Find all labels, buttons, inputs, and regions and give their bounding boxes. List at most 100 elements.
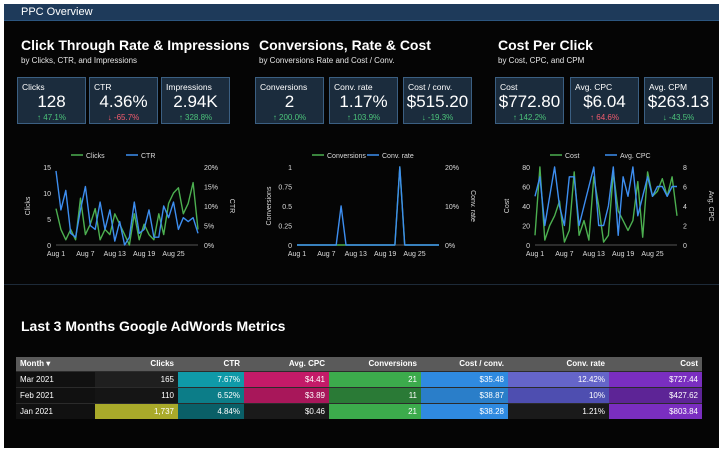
kpi-value: 128 xyxy=(37,92,66,111)
kpi-change: ↓ -65.7% xyxy=(107,113,140,122)
table-header-row: Month ▾ Clicks CTR Avg. CPC Conversions … xyxy=(16,357,702,371)
column-header-conv-rate[interactable]: Conv. rate xyxy=(508,357,609,371)
y2-tick-label: 0% xyxy=(204,243,214,250)
y-axis-title: Clicks xyxy=(25,196,32,215)
kpi-card-conversions[interactable]: Conversions 2 ↑ 200.0% xyxy=(255,77,324,124)
header-bar: PPC Overview xyxy=(4,4,719,21)
kpi-value: $515.20 xyxy=(406,92,469,111)
column-header-clicks[interactable]: Clicks xyxy=(95,357,178,371)
kpi-card-conv-rate[interactable]: Conv. rate 1.17% ↑ 103.9% xyxy=(329,77,398,124)
kpi-label: Cost xyxy=(500,82,518,92)
table-cell: $803.84 xyxy=(609,402,702,419)
kpi-change: ↑ 142.2% xyxy=(512,113,547,122)
y2-tick-label: 0 xyxy=(683,243,687,250)
table-row[interactable]: Mar 2021 165 7.67% $4.41 21 $35.48 12.42… xyxy=(16,370,702,387)
y-tick-label: 40 xyxy=(522,204,530,211)
table-cell: 21 xyxy=(329,402,421,419)
clicks-ctr-chart[interactable]: Clicks CTR 0 5 10 15 0% 5% 10% 15% 20% Aug 1 Aug 7 Au… xyxy=(16,144,238,264)
column-header-cost[interactable]: Cost xyxy=(609,357,702,371)
kpi-value: $263.13 xyxy=(647,92,710,111)
legend-label[interactable]: Cost xyxy=(565,153,579,160)
kpi-change: ↓ -19.3% xyxy=(421,113,454,122)
table-cell: 21 xyxy=(329,370,421,387)
y2-axis-title: Conv. rate xyxy=(469,190,476,222)
table-cell: $38.28 xyxy=(421,402,508,419)
y-tick-label: 0.25 xyxy=(278,224,292,231)
x-tick-label: Aug 7 xyxy=(76,251,94,258)
y-tick-label: 0 xyxy=(288,243,292,250)
legend-label[interactable]: Clicks xyxy=(86,153,105,160)
table-cell: 1.21% xyxy=(508,402,609,419)
y2-tick-label: 2 xyxy=(683,224,687,231)
y2-tick-label: 4 xyxy=(683,204,687,211)
kpi-change: ↑ 328.8% xyxy=(178,113,213,122)
kpi-label: Conversions xyxy=(260,82,308,92)
table-cell: 6.52% xyxy=(178,386,244,403)
y-tick-label: 0 xyxy=(47,243,51,250)
legend-label[interactable]: Conversions xyxy=(327,153,366,160)
column-header-cost-per-conv[interactable]: Cost / conv. xyxy=(421,357,508,371)
kpi-label: CTR xyxy=(94,82,112,92)
kpi-change: ↑ 47.1% xyxy=(37,113,66,122)
series-line-avg-cpc[interactable] xyxy=(534,166,677,237)
dashboard-frame: PPC Overview Click Through Rate & Impres… xyxy=(4,4,719,448)
column-header-ctr[interactable]: CTR xyxy=(178,357,244,371)
series-line-clicks[interactable] xyxy=(55,181,199,246)
section-title-ctr: Click Through Rate & Impressions xyxy=(21,37,250,53)
x-tick-label: Aug 13 xyxy=(104,251,126,258)
column-header-avg-cpc[interactable]: Avg. CPC xyxy=(244,357,329,371)
table-cell: 1,737 xyxy=(95,402,178,419)
table-title: Last 3 Months Google AdWords Metrics xyxy=(21,318,286,334)
x-tick-label: Aug 1 xyxy=(47,251,65,258)
legend-label[interactable]: CTR xyxy=(141,153,155,160)
kpi-card-impressions[interactable]: Impressions 2.94K ↑ 328.8% xyxy=(161,77,230,124)
kpi-card-cost[interactable]: Cost $772.80 ↑ 142.2% xyxy=(495,77,564,124)
y-tick-label: 15 xyxy=(43,165,51,172)
kpi-card-avg-cpc[interactable]: Avg. CPC $6.04 ↑ 64.6% xyxy=(570,77,639,124)
table-cell: 110 xyxy=(95,386,178,403)
kpi-card-cost-per-conv[interactable]: Cost / conv. $515.20 ↓ -19.3% xyxy=(403,77,472,124)
x-tick-label: Aug 19 xyxy=(374,251,396,258)
kpi-value: $6.04 xyxy=(583,92,626,111)
y-tick-label: 0 xyxy=(526,243,530,250)
series-line-conv-rate[interactable] xyxy=(297,166,439,246)
legend-label[interactable]: Conv. rate xyxy=(382,153,414,160)
kpi-value: 1.17% xyxy=(339,92,388,111)
series-line-ctr[interactable] xyxy=(55,170,199,246)
page-title: PPC Overview xyxy=(21,6,93,18)
x-tick-label: Aug 13 xyxy=(345,251,367,258)
kpi-change: ↑ 64.6% xyxy=(590,113,619,122)
column-header-conversions[interactable]: Conversions xyxy=(329,357,421,371)
y2-tick-label: 15% xyxy=(204,185,218,192)
y2-axis-title: Avg. CPC xyxy=(707,191,714,222)
table-cell: $727.44 xyxy=(609,370,702,387)
column-header-month[interactable]: Month ▾ xyxy=(16,357,95,371)
cost-cpc-chart[interactable]: Cost Avg. CPC 0 20 40 60 80 0 2 4 6 8 Aug 1 Aug 7 Aug … xyxy=(495,144,717,264)
kpi-change: ↑ 200.0% xyxy=(272,113,307,122)
table-cell: $38.87 xyxy=(421,386,508,403)
kpi-card-ctr[interactable]: CTR 4.36% ↓ -65.7% xyxy=(89,77,158,124)
legend-label[interactable]: Avg. CPC xyxy=(620,153,651,160)
table-cell: 11 xyxy=(329,386,421,403)
y2-tick-label: 20% xyxy=(445,165,459,172)
kpi-label: Avg. CPM xyxy=(649,82,688,92)
series-line-conversions[interactable] xyxy=(297,166,439,246)
x-tick-label: Aug 25 xyxy=(162,251,184,258)
table-cell: 10% xyxy=(508,386,609,403)
table-cell: $4.41 xyxy=(244,370,329,387)
y-tick-label: 80 xyxy=(522,165,530,172)
y2-tick-label: 8 xyxy=(683,165,687,172)
section-subtitle-ctr: by Clicks, CTR, and Impressions xyxy=(21,56,138,65)
kpi-card-avg-cpm[interactable]: Avg. CPM $263.13 ↓ -43.5% xyxy=(644,77,713,124)
kpi-change: ↓ -43.5% xyxy=(662,113,695,122)
table-row[interactable]: Feb 2021 110 6.52% $3.89 11 $38.87 10% $… xyxy=(16,386,702,403)
kpi-label: Avg. CPC xyxy=(575,82,613,92)
table-row[interactable]: Jan 2021 1,737 4.84% $0.46 21 $38.28 1.2… xyxy=(16,402,702,419)
kpi-value: 4.36% xyxy=(99,92,148,111)
table-cell: Jan 2021 xyxy=(16,402,95,419)
conversions-rate-chart[interactable]: Conversions Conv. rate00.250.50.7510%10%2… xyxy=(257,144,479,264)
y2-tick-label: 6 xyxy=(683,185,687,192)
kpi-value: 2.94K xyxy=(173,92,218,111)
kpi-card-clicks[interactable]: Clicks 128 ↑ 47.1% xyxy=(17,77,86,124)
table-cell: 12.42% xyxy=(508,370,609,387)
